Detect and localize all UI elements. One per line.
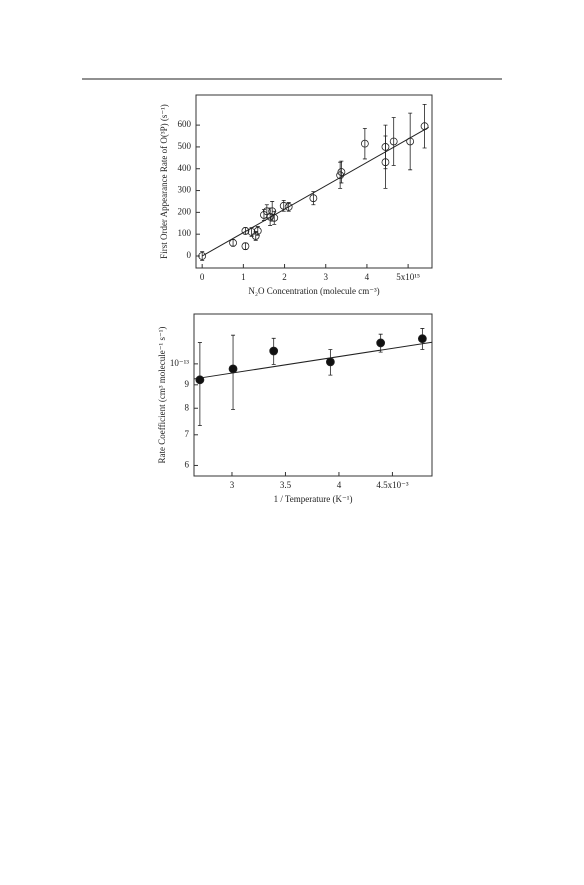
- data-point: [389, 137, 398, 146]
- data-point: [229, 239, 237, 247]
- data-point: [266, 212, 275, 221]
- data-point: [360, 139, 369, 148]
- x-tick-label: 3.5: [280, 480, 292, 490]
- y-tick-label: 9: [185, 379, 190, 389]
- x-tick-label: 3: [323, 272, 328, 282]
- error-bar: [286, 202, 291, 212]
- fit-line: [201, 126, 429, 257]
- y-tick-label: 6: [185, 460, 190, 470]
- x-tick-label: 4: [365, 272, 370, 282]
- y-tick-label: 100: [178, 228, 192, 238]
- y-tick-label: 600: [178, 119, 192, 129]
- data-point: [420, 122, 429, 131]
- y-tick-label: 10⁻¹³: [170, 358, 189, 368]
- y-tick-label: 400: [178, 163, 192, 173]
- x-tick-label: 5x10¹⁵: [396, 272, 420, 282]
- data-point: [417, 334, 427, 344]
- data-point: [284, 203, 293, 211]
- x-tick-label: 1: [241, 272, 246, 282]
- data-point: [279, 201, 288, 210]
- x-tick-label: 0: [200, 272, 205, 282]
- error-bar: [311, 191, 316, 206]
- data-point: [337, 168, 346, 176]
- y-axis-label: First Order Appearance Rate of O(³P) (s⁻…: [159, 104, 169, 259]
- error-bar: [362, 127, 367, 160]
- data-point: [241, 242, 250, 251]
- y-tick-label: 200: [178, 206, 192, 216]
- data-point: [251, 232, 260, 240]
- error-bar: [249, 227, 254, 237]
- y-tick-label: 300: [178, 185, 192, 195]
- data-point: [325, 357, 335, 367]
- plot-frame: [195, 94, 433, 269]
- error-bar: [408, 112, 413, 171]
- data-point: [269, 346, 279, 356]
- y-tick-label: 8: [185, 402, 190, 412]
- data-point: [309, 194, 318, 203]
- data-point: [253, 227, 262, 235]
- data-point: [198, 252, 207, 260]
- data-point: [406, 137, 415, 146]
- y-axis-label: Rate Coefficient (cm³ molecule⁻¹ s⁻¹): [157, 327, 167, 464]
- y-tick-label: 500: [178, 141, 192, 151]
- x-axis-label: N₂O Concentration (molecule cm⁻³): [248, 286, 379, 296]
- plot-frame: [193, 313, 433, 477]
- x-tick-label: 2: [282, 272, 287, 282]
- error-bar: [391, 117, 396, 166]
- data-point: [381, 158, 390, 167]
- data-point: [228, 364, 238, 374]
- x-tick-label: 4.5x10⁻³: [376, 480, 409, 490]
- data-point: [336, 171, 345, 180]
- x-tick-label: 4: [337, 480, 342, 490]
- data-point: [195, 375, 205, 385]
- error-bar: [383, 135, 388, 189]
- y-tick-label: 0: [187, 250, 192, 260]
- data-point: [270, 213, 279, 222]
- error-bar: [200, 251, 205, 261]
- error-bar: [272, 210, 277, 225]
- x-tick-label: 3: [230, 480, 235, 490]
- data-point: [376, 338, 386, 348]
- error-bar: [422, 103, 427, 149]
- x-axis-label: 1 / Temperature (K⁻¹): [274, 494, 353, 504]
- data-point: [241, 227, 250, 235]
- y-tick-label: 7: [185, 429, 190, 439]
- error-bar: [339, 160, 344, 184]
- error-bar: [255, 226, 260, 236]
- data-point: [247, 228, 256, 236]
